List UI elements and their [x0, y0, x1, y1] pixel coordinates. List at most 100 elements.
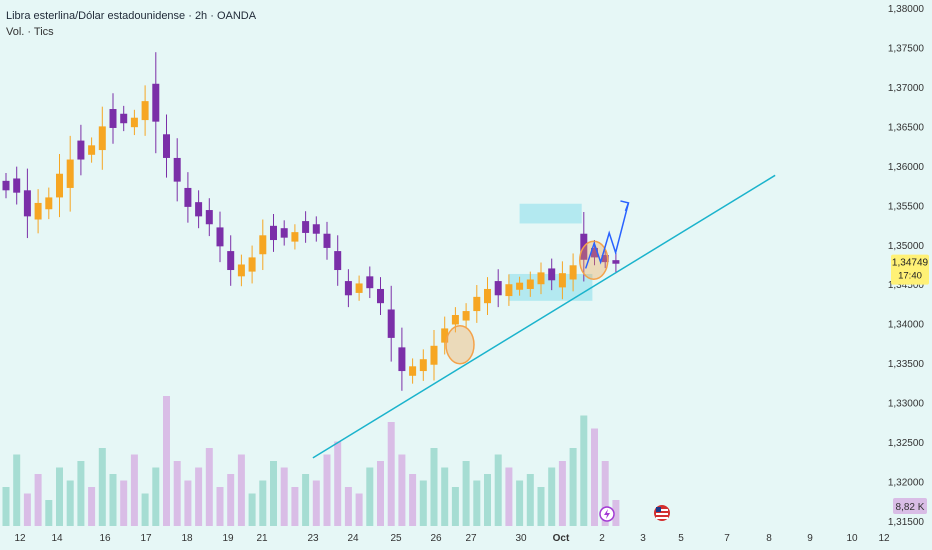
x-tick-label: 2	[599, 533, 605, 544]
candle-body	[612, 260, 620, 264]
volume-bar	[473, 480, 481, 526]
candle-body	[355, 283, 363, 293]
candle-body	[77, 140, 85, 160]
volume-bar	[23, 493, 31, 526]
volume-bar	[494, 454, 502, 526]
candle-body	[537, 272, 545, 285]
highlight-circle	[445, 324, 475, 365]
flag-stripe	[656, 517, 668, 519]
candle-body	[334, 251, 342, 271]
candle-body	[88, 145, 96, 155]
volume-bar	[558, 461, 566, 526]
volume-bar	[355, 493, 363, 526]
indicator-label[interactable]: Vol. · Tics	[6, 26, 54, 38]
x-tick-label: 24	[347, 533, 359, 544]
countdown-text: 17:40	[898, 271, 922, 282]
trend-line	[312, 174, 776, 459]
volume-bar	[184, 480, 192, 526]
volume-bar	[248, 493, 256, 526]
current-price-text: 1,34749	[892, 258, 929, 269]
candle-body	[419, 359, 427, 372]
volume-bar	[344, 487, 352, 526]
volume-bar	[323, 454, 331, 526]
highlight-circle	[579, 240, 609, 281]
x-tick-label: 14	[51, 533, 63, 544]
candle-body	[591, 247, 598, 258]
volume-bar	[45, 500, 53, 526]
volume-bar	[13, 454, 21, 526]
volume-bar	[398, 454, 406, 526]
y-tick-label: 1,36000	[888, 162, 925, 173]
candle-body	[141, 101, 149, 121]
volume-bar	[237, 454, 245, 526]
candle-body	[23, 190, 31, 217]
volume-bar	[216, 487, 224, 526]
y-tick-label: 1,31500	[888, 517, 925, 528]
x-tick-label: 12	[878, 533, 890, 544]
volume-tag-text: 8,82 K	[896, 502, 925, 513]
volume-bar	[366, 467, 374, 526]
y-tick-label: 1,35000	[888, 241, 925, 252]
volume-bar	[505, 467, 513, 526]
candle-body	[569, 265, 577, 280]
volume-bar	[259, 480, 267, 526]
y-tick-label: 1,32000	[888, 478, 925, 489]
volume-bar	[601, 461, 609, 526]
volume-bar	[387, 422, 395, 526]
candle-body	[259, 235, 267, 255]
volume-bar	[173, 461, 181, 526]
x-tick-label: 25	[390, 533, 402, 544]
volume-tag	[893, 498, 927, 514]
volume-bar	[120, 480, 128, 526]
volume-bar	[34, 474, 42, 526]
y-tick-label: 1,38000	[888, 4, 925, 15]
y-tick-label: 1,32500	[888, 438, 925, 449]
projection-arrowhead	[620, 200, 630, 212]
candle-body	[56, 173, 63, 198]
volume-bar	[516, 480, 524, 526]
volume-bar	[2, 487, 10, 526]
candle-body	[505, 284, 513, 297]
x-tick-label: 23	[307, 533, 319, 544]
candle-body	[109, 109, 117, 128]
volume-bar	[548, 467, 556, 526]
candles-layer	[2, 52, 620, 391]
x-tick-label: 7	[724, 533, 730, 544]
volume-bar	[270, 461, 277, 526]
candle-body	[494, 281, 502, 296]
volume-bar	[88, 487, 96, 526]
candle-body	[280, 228, 288, 238]
x-tick-label: 12	[14, 533, 26, 544]
x-tick-label: Oct	[553, 533, 570, 544]
volume-bar	[77, 461, 85, 526]
flag-canton	[656, 507, 661, 512]
volume-bar	[419, 480, 427, 526]
candle-body	[387, 309, 395, 338]
volume-bar	[430, 448, 438, 526]
volume-bar	[569, 448, 577, 526]
price-tags: 1,34749 17:40 8,82 K	[891, 254, 929, 514]
zone-box	[519, 203, 582, 224]
volume-bar	[526, 474, 534, 526]
candle-body	[205, 210, 213, 225]
candle-body	[45, 197, 53, 210]
volume-bar	[227, 474, 235, 526]
circles-layer	[445, 240, 609, 365]
x-tick-label: 5	[678, 533, 684, 544]
candle-body	[366, 276, 374, 289]
candle-body	[558, 273, 566, 288]
y-tick-label: 1,33500	[888, 359, 925, 370]
volume-bar	[334, 441, 342, 526]
candle-body	[227, 251, 235, 271]
y-tick-label: 1,34500	[888, 280, 925, 291]
lightning-glyph	[604, 509, 610, 519]
volume-layer	[2, 396, 620, 526]
y-tick-label: 1,35500	[888, 201, 925, 212]
candle-body	[323, 233, 331, 248]
candle-body	[237, 264, 245, 277]
x-tick-label: 27	[465, 533, 477, 544]
candle-body	[344, 281, 352, 296]
candle-body	[441, 328, 449, 343]
